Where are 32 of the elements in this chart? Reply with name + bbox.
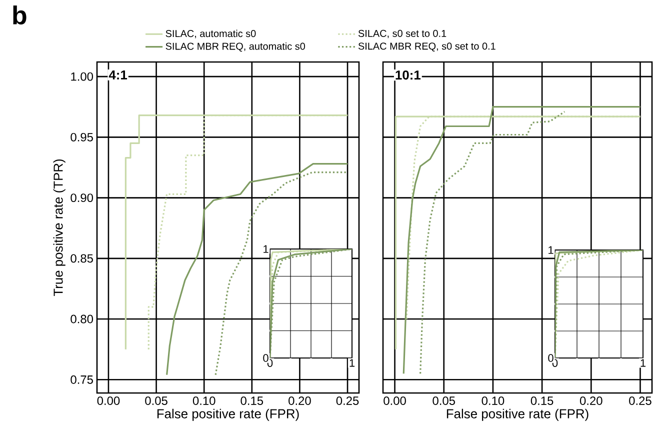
y-tick-label: 0.90 xyxy=(70,194,94,202)
line-series xyxy=(214,172,348,376)
x-tick-label: 0.25 xyxy=(629,396,652,405)
x-axis-title: False positive rate (FPR) xyxy=(446,408,588,421)
legend-label: SILAC MBR REQ, automatic s0 xyxy=(166,42,306,52)
x-axis-title: False positive rate (FPR) xyxy=(157,408,299,421)
legend-label: SILAC, automatic s0 xyxy=(166,30,256,38)
chart-title: 4:1 xyxy=(108,70,128,80)
y-axis-title: True positive rate (TPR) xyxy=(53,159,66,296)
line-series xyxy=(166,163,348,376)
x-tick-label: 0.25 xyxy=(336,396,359,405)
text: 10:1 xyxy=(396,70,421,80)
x-tick-label: 1 xyxy=(350,359,355,367)
x-tick-label: 0.15 xyxy=(240,396,264,405)
legend-label: SILAC, s0 set to 0.1 xyxy=(358,30,446,38)
x-tick-label: 0.10 xyxy=(482,396,504,405)
y-tick-label: 0.75 xyxy=(70,375,93,384)
x-tick-label: 0.00 xyxy=(97,396,120,405)
y-tick-label: 0.85 xyxy=(70,254,93,263)
x-tick-label: 0.05 xyxy=(145,396,168,405)
text: b xyxy=(13,6,26,25)
x-tick-label: 0.15 xyxy=(530,396,554,405)
x-tick-label: 1 xyxy=(640,359,646,367)
x-tick-label: 0.10 xyxy=(192,396,216,405)
x-tick-label: 0.20 xyxy=(288,396,311,405)
y-tick-label: 0.95 xyxy=(70,132,93,142)
y-tick-label: 0.80 xyxy=(70,314,94,324)
x-tick-label: 0.05 xyxy=(432,396,455,405)
y-tick-label: 1.00 xyxy=(71,72,94,81)
x-tick-label: 0.00 xyxy=(384,396,406,405)
legend-label: SILAC MBR REQ, s0 set to 0.1 xyxy=(358,42,496,52)
x-tick-label: 0.20 xyxy=(580,396,602,405)
